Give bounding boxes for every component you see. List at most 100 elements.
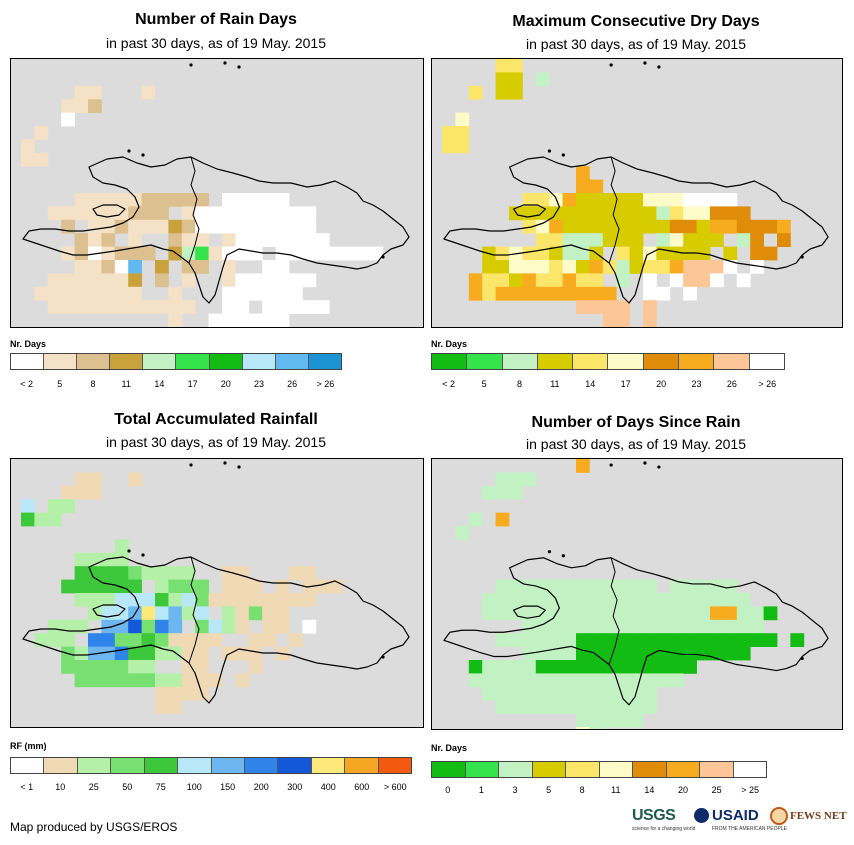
map-cell bbox=[128, 246, 142, 261]
map-cell bbox=[482, 606, 496, 621]
map-cell bbox=[576, 700, 590, 714]
map-cell bbox=[643, 219, 657, 234]
map-cell bbox=[248, 313, 263, 327]
legend-tick-label: 23 bbox=[253, 379, 265, 389]
map-frame bbox=[10, 58, 424, 328]
map-cell bbox=[763, 606, 778, 621]
map-cell bbox=[669, 246, 684, 261]
map-cell bbox=[509, 286, 523, 301]
map-cell bbox=[74, 193, 89, 207]
map-cell bbox=[522, 246, 537, 261]
usaid-seal-icon bbox=[694, 808, 709, 823]
map-cell bbox=[495, 246, 510, 261]
map-cell bbox=[455, 126, 470, 140]
map-cell bbox=[562, 700, 577, 714]
map-cell bbox=[669, 233, 684, 247]
legend-tick-label: < 2 bbox=[442, 379, 456, 389]
map-cell bbox=[275, 219, 290, 234]
map-cell bbox=[101, 233, 116, 247]
legend-tick-label: 26 bbox=[287, 379, 298, 389]
map-cell bbox=[74, 593, 89, 607]
coastline-hispaniola bbox=[443, 557, 829, 706]
map-frame bbox=[10, 458, 424, 728]
panel-subtitle: in past 30 days, as of 19 May. 2015 bbox=[526, 36, 746, 52]
map-cell bbox=[275, 593, 290, 607]
map-cell bbox=[168, 619, 183, 634]
map-cell bbox=[750, 619, 764, 634]
map-cell bbox=[181, 193, 196, 207]
map-cell bbox=[114, 300, 129, 314]
map-cell bbox=[656, 633, 671, 647]
map-cell bbox=[683, 593, 697, 607]
map-cell bbox=[289, 273, 303, 288]
map-cell bbox=[302, 219, 317, 234]
island-speck bbox=[127, 149, 131, 153]
map-cell bbox=[61, 273, 75, 288]
map-cell bbox=[576, 300, 590, 314]
legend-swatch bbox=[714, 354, 750, 369]
map-cell bbox=[101, 273, 116, 288]
map-cell bbox=[289, 246, 303, 261]
map-cell bbox=[74, 260, 89, 274]
legend-swatch bbox=[143, 354, 177, 369]
map-cell bbox=[248, 660, 263, 674]
map-cell bbox=[168, 286, 183, 301]
legend-tick-label: 150 bbox=[220, 782, 236, 792]
map-cell bbox=[168, 579, 183, 594]
map-cell bbox=[262, 193, 276, 207]
map-cell bbox=[589, 286, 604, 301]
island-speck bbox=[141, 153, 145, 157]
map-cell bbox=[168, 313, 183, 327]
map-cell bbox=[616, 273, 630, 288]
map-cell bbox=[522, 660, 537, 674]
map-cell bbox=[629, 260, 644, 274]
map-cell bbox=[468, 660, 483, 674]
map-cell bbox=[522, 619, 537, 634]
panel-dry-days: Maximum Consecutive Dry Days in past 30 … bbox=[428, 0, 844, 400]
map-cell bbox=[576, 233, 590, 247]
legend-ticks: < 1 10 25 50 75 100 150 200 300 400 600 > 600 bbox=[10, 782, 412, 794]
map-cell bbox=[88, 633, 102, 647]
map-cell bbox=[723, 260, 738, 274]
island-speck bbox=[800, 255, 804, 259]
legend-tick-label: 10 bbox=[55, 782, 66, 792]
map-cell bbox=[47, 633, 62, 647]
map-cell bbox=[656, 206, 671, 221]
map-cell bbox=[643, 313, 657, 327]
map-cell bbox=[509, 673, 523, 688]
map-cell bbox=[74, 552, 89, 567]
map-cell bbox=[589, 193, 604, 207]
map-cell bbox=[168, 593, 183, 607]
map-cell bbox=[61, 660, 75, 674]
map-cell bbox=[643, 660, 657, 674]
island-speck bbox=[643, 461, 647, 465]
map-cell bbox=[88, 193, 102, 207]
legend-tick-label: 8 bbox=[579, 785, 585, 795]
map-cell bbox=[602, 219, 617, 234]
map-cell bbox=[21, 152, 35, 167]
legend-ticks: < 2 5 8 11 14 17 20 23 26 > 26 bbox=[431, 379, 785, 391]
panel-days-since-rain: Number of Days Since Rain in past 30 day… bbox=[428, 405, 844, 805]
map-cell bbox=[88, 286, 102, 301]
legend-tick-label: 75 bbox=[155, 782, 166, 792]
legend-swatch bbox=[749, 354, 784, 369]
legend-swatch bbox=[679, 354, 715, 369]
map-cell bbox=[128, 660, 142, 674]
map-cell bbox=[589, 700, 604, 714]
map-cell bbox=[155, 606, 169, 621]
map-cell bbox=[495, 606, 510, 621]
coastline-gonave-island bbox=[513, 605, 547, 619]
map-cell bbox=[683, 633, 697, 647]
map-cell bbox=[589, 713, 604, 728]
map-cell bbox=[509, 633, 523, 647]
legend-swatch bbox=[209, 354, 243, 369]
map-cell bbox=[495, 686, 510, 701]
map-cell bbox=[576, 619, 590, 634]
map-cell bbox=[576, 166, 590, 180]
map-cell bbox=[195, 193, 209, 207]
map-cell bbox=[468, 512, 483, 527]
legend-tick-label: 5 bbox=[481, 379, 487, 389]
map-cell bbox=[616, 660, 630, 674]
map-cell bbox=[710, 260, 724, 274]
map-cell bbox=[562, 633, 577, 647]
